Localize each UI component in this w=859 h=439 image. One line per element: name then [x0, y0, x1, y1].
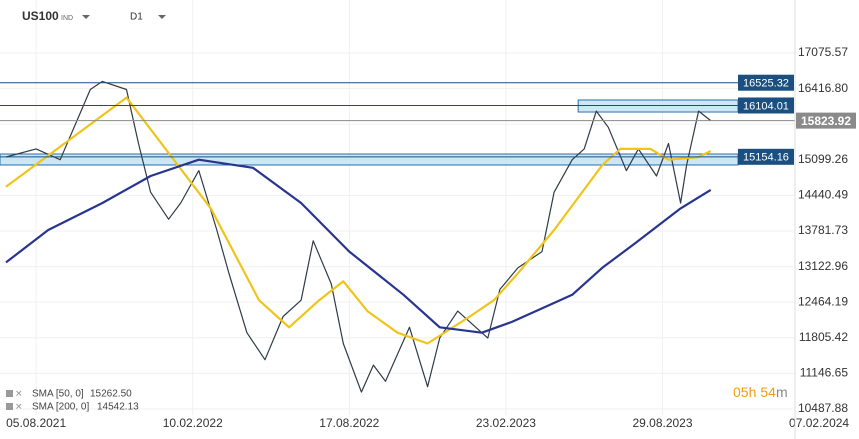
y-tick-label: 15099.26: [798, 152, 848, 166]
timer-part: m: [776, 384, 788, 400]
y-tick-label: 13122.96: [798, 259, 848, 273]
legend-icon: [6, 390, 13, 397]
level-label-box: [738, 148, 794, 165]
timer-part: 05: [733, 384, 749, 400]
y-tick-label: 17075.57: [798, 45, 848, 59]
level-label: 15154.16: [743, 152, 789, 164]
timer: 05h 54m: [733, 384, 788, 400]
symbol[interactable]: US100: [22, 9, 59, 23]
level-label-box: [738, 74, 794, 91]
legend-icon: [6, 403, 13, 410]
legend-value: 14542.13: [97, 402, 139, 413]
timer-part: 54: [760, 384, 776, 400]
market: IND: [61, 15, 73, 22]
legend-close: ✕: [15, 388, 23, 398]
plot-area: [0, 0, 795, 415]
level-label: 16525.32: [743, 78, 789, 90]
y-tick-label: 16416.80: [798, 81, 848, 95]
legend-label: SMA [200, 0]: [32, 402, 89, 413]
zone: [577, 99, 739, 113]
level-label-box: [796, 112, 856, 129]
y-tick-label: 13781.73: [798, 223, 848, 237]
y-tick-label: 14440.49: [798, 188, 848, 202]
legend-close: ✕: [15, 401, 23, 411]
symbol-dropdown[interactable]: [82, 15, 90, 19]
x-tick-label: 05.08.2021: [6, 416, 66, 430]
level-label: 15823.92: [801, 114, 851, 128]
timer-part: h: [749, 384, 757, 400]
zone: [0, 153, 739, 166]
price-line: [5, 158, 712, 334]
timeframe-dropdown[interactable]: [158, 15, 166, 19]
y-tick-label: 10487.88: [798, 401, 848, 415]
price-line: [5, 80, 712, 393]
x-tick-label: 10.02.2022: [163, 416, 223, 430]
price-line: [5, 96, 712, 345]
level-label-box: [738, 97, 794, 114]
y-tick-label: 12464.19: [798, 294, 848, 308]
x-tick-label: 07.02.2024: [789, 416, 849, 430]
level-label: 16104.01: [743, 100, 789, 112]
legend-value: 15262.50: [90, 389, 132, 400]
x-tick-label: 29.08.2023: [632, 416, 692, 430]
legend-label: SMA [50, 0]: [32, 389, 84, 400]
x-tick-label: 23.02.2023: [476, 416, 536, 430]
y-tick-label: 11805.42: [799, 330, 848, 344]
timeframe[interactable]: D1: [130, 12, 143, 23]
y-tick-label: 11146.65: [800, 366, 849, 380]
x-tick-label: 17.08.2022: [319, 416, 379, 430]
